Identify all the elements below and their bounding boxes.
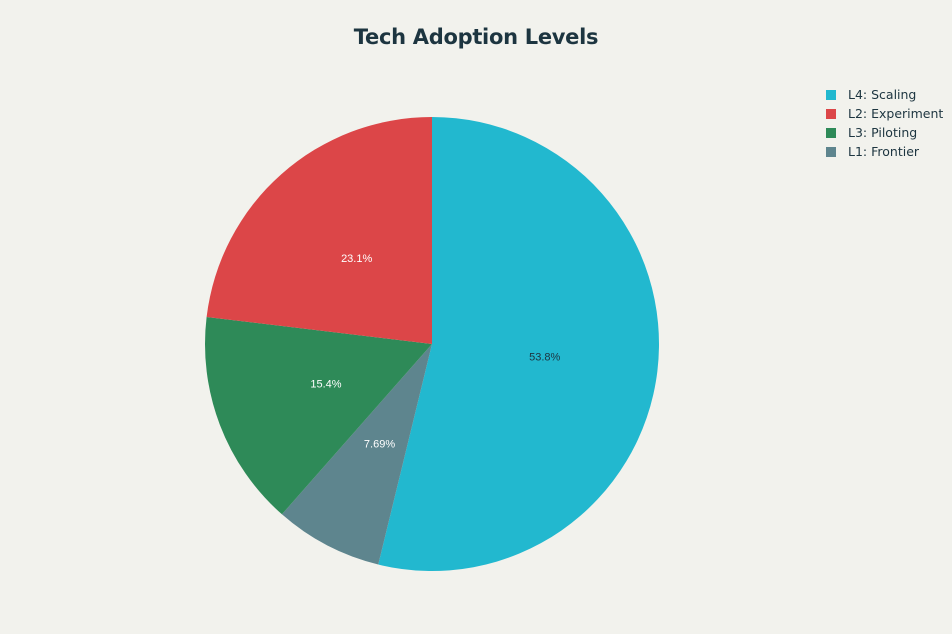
legend-item[interactable]: L3: Piloting (826, 123, 943, 142)
legend-item[interactable]: L4: Scaling (826, 85, 943, 104)
pie-slice[interactable] (378, 117, 660, 571)
legend-label: L2: Experiment (848, 106, 944, 121)
legend-item[interactable]: L1: Frontier (826, 142, 943, 161)
legend-label: L1: Frontier (848, 144, 920, 159)
chart-title: Tech Adoption Levels (353, 25, 599, 49)
slice-value-label: 53.8% (529, 351, 560, 363)
legend-item[interactable]: L2: Experiment (826, 104, 943, 123)
legend-label: L3: Piloting (848, 125, 918, 140)
slice-value-label: 7.69% (364, 439, 395, 451)
pie-slice[interactable] (206, 117, 432, 344)
legend-swatch (826, 146, 836, 157)
slice-value-label: 23.1% (341, 253, 372, 265)
pie-slice[interactable] (204, 316, 432, 515)
legend-swatch (826, 108, 836, 119)
pie-slice[interactable] (281, 344, 432, 565)
slice-value-label: 15.4% (310, 378, 341, 390)
legend-label: L4: Scaling (848, 87, 917, 102)
legend-swatch (826, 127, 836, 138)
legend: L4: Scaling L2: Experiment L3: Piloting … (826, 85, 943, 161)
legend-swatch (826, 89, 836, 100)
